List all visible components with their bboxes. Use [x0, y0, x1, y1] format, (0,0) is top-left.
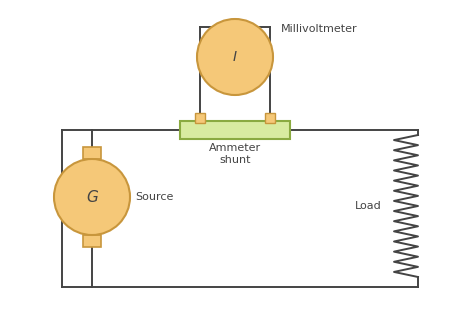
Text: G: G [86, 190, 98, 204]
Ellipse shape [197, 19, 273, 95]
Text: Millivoltmeter: Millivoltmeter [281, 24, 357, 34]
Text: Load: Load [355, 201, 382, 211]
Bar [180, 121, 290, 139]
Bar [83, 147, 101, 159]
Bar [195, 113, 205, 123]
Bar [83, 235, 101, 247]
Text: Ammeter
shunt: Ammeter shunt [209, 143, 261, 165]
Text: Source: Source [135, 192, 173, 202]
Ellipse shape [54, 159, 130, 235]
Bar [265, 113, 275, 123]
Text: I: I [233, 50, 237, 64]
